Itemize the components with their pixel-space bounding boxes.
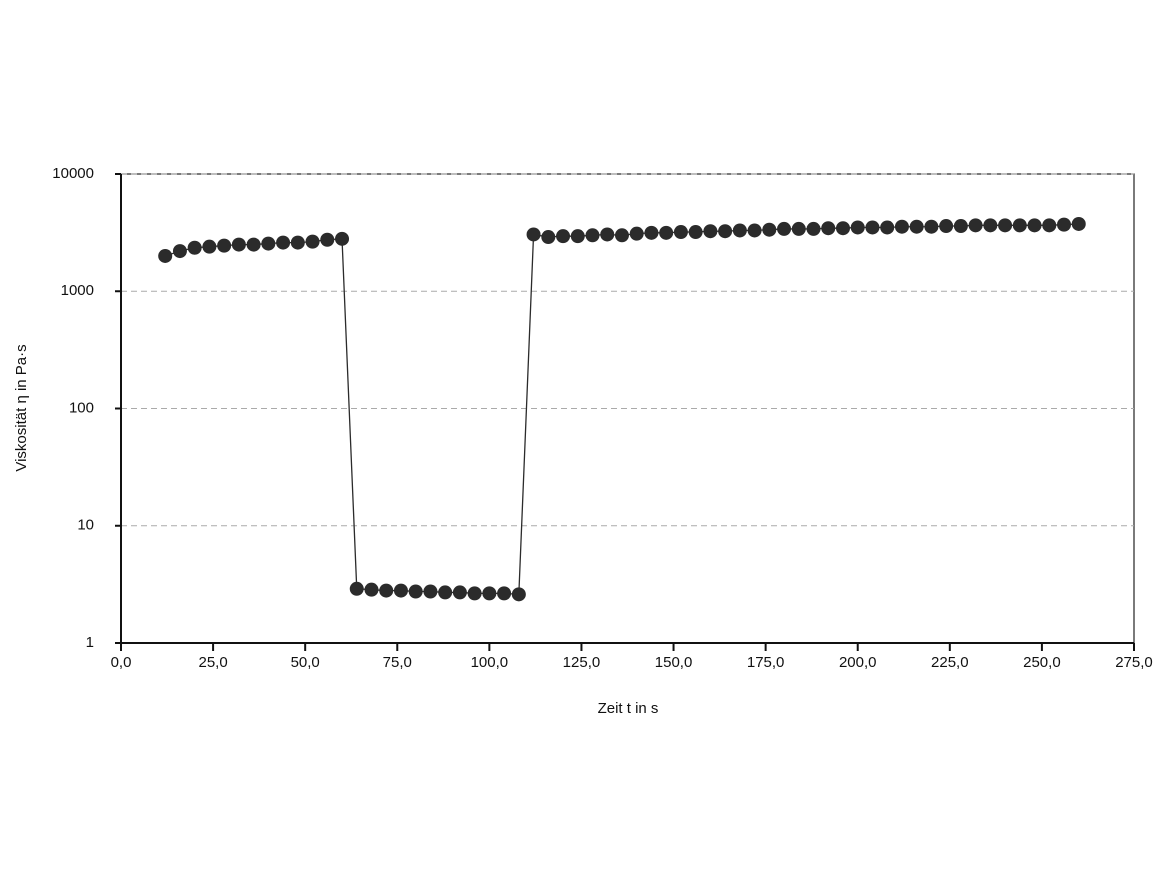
data-point [217,238,232,253]
data-point [600,227,615,242]
data-point [320,232,335,247]
data-point [909,219,924,234]
data-point [290,235,305,250]
data-point [408,584,423,599]
data-point [452,585,467,600]
data-point [806,221,821,236]
data-point [246,237,261,252]
y-tick-label: 10000 [52,165,94,182]
data-point [1071,216,1086,231]
data-point [998,218,1013,233]
data-point [894,219,909,234]
data-point [202,239,217,254]
data-point [924,219,939,234]
data-point [688,225,703,240]
data-point [379,583,394,598]
x-tick-label: 50,0 [291,654,320,671]
x-tick-label: 225,0 [931,654,969,671]
data-point [497,586,512,601]
data-point [541,230,556,245]
data-point [158,248,173,263]
x-tick-label: 125,0 [563,654,601,671]
data-point [526,227,541,242]
data-point [614,228,629,243]
y-tick-label: 1 [86,634,94,651]
data-point [1012,218,1027,233]
data-point [939,219,954,234]
data-point [850,220,865,235]
y-tick-label: 1000 [61,282,94,299]
y-tick-label: 100 [69,399,94,416]
data-point [644,225,659,240]
x-tick-label: 0,0 [111,654,132,671]
data-point [467,586,482,601]
x-tick-label: 200,0 [839,654,877,671]
data-point [556,229,571,244]
data-point [821,221,836,236]
data-point [172,244,187,259]
x-axis-label: Zeit t in s [598,700,659,717]
data-point [762,222,777,237]
x-tick-label: 275,0 [1115,654,1153,671]
data-point [1057,217,1072,232]
x-tick-label: 25,0 [198,654,227,671]
data-point [393,583,408,598]
data-point [276,235,291,250]
data-point [880,220,895,235]
data-point [732,223,747,238]
data-point [835,221,850,236]
data-point [659,225,674,240]
data-point [511,587,526,602]
data-point [629,226,644,241]
data-point [673,225,688,240]
data-point [261,236,276,251]
data-line [165,223,1079,596]
x-tick-label: 75,0 [383,654,412,671]
data-point [585,228,600,243]
data-point [349,581,364,596]
x-tick-label: 100,0 [471,654,509,671]
x-tick-label: 150,0 [655,654,693,671]
y-tick-label: 10 [77,517,94,534]
data-point [953,219,968,234]
data-point [570,229,585,244]
data-point [983,218,998,233]
data-point [791,221,806,236]
data-point [1042,218,1057,233]
data-point [865,220,880,235]
data-point [703,224,718,239]
data-point [187,240,202,255]
data-point [968,218,983,233]
data-point [305,234,320,249]
data-point [1027,218,1042,233]
data-point [718,224,733,239]
y-axis-label: Viskosität η in Pa·s [13,344,30,471]
data-point [777,221,792,236]
x-tick-label: 250,0 [1023,654,1061,671]
data-point [423,584,438,599]
data-point [335,231,350,246]
x-tick-label: 175,0 [747,654,785,671]
data-point [364,582,379,597]
data-point [482,586,497,601]
data-point [231,237,246,252]
data-point [747,223,762,238]
data-point [438,585,453,600]
